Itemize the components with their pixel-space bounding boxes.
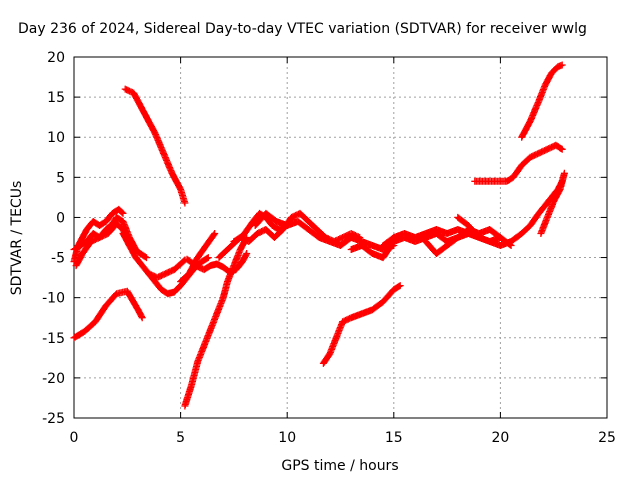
x-tick-label: 25 (598, 430, 616, 446)
data-series-7 (145, 256, 189, 282)
y-tick-label: -15 (42, 331, 65, 347)
x-tick-label: 5 (176, 430, 185, 446)
y-tick-label: -10 (42, 291, 65, 307)
data-series-14 (319, 282, 404, 367)
data-point-markers (251, 209, 398, 253)
y-tick-label: 0 (56, 210, 65, 226)
data-point-markers (537, 169, 568, 237)
y-tick-label: 5 (56, 170, 65, 186)
data-point-markers (518, 61, 566, 141)
chart-title: Day 236 of 2024, Sidereal Day-to-day VTE… (18, 21, 587, 37)
data-point-markers (454, 213, 504, 245)
data-series-13 (251, 209, 398, 253)
y-tick-label: -25 (42, 411, 65, 427)
data-point-markers (70, 287, 146, 342)
y-tick-label: -5 (51, 251, 65, 267)
data-series-20 (518, 61, 566, 141)
data-series-22 (537, 169, 568, 237)
y-tick-label: 15 (47, 90, 65, 106)
data-series (70, 61, 568, 410)
x-tick-label: 20 (491, 430, 509, 446)
x-tick-label: 15 (385, 430, 403, 446)
data-point-markers (145, 256, 189, 282)
y-axis-label: SDTVAR / TECUs (9, 181, 25, 296)
x-tick-label: 0 (70, 430, 79, 446)
y-tick-label: 20 (47, 50, 65, 66)
x-axis-label: GPS time / hours (281, 458, 398, 474)
data-series-18 (454, 213, 504, 245)
plot-frame (73, 56, 608, 419)
data-series-19 (471, 141, 566, 185)
axis-ticks: 0 5 10 15 20 25 -25 -20 -15 -10 -5 0 5 10 15 20 (42, 50, 616, 446)
data-point-markers (181, 234, 251, 410)
y-tick-label: -20 (42, 371, 65, 387)
y-tick-label: 10 (47, 130, 65, 146)
x-tick-label: 10 (278, 430, 296, 446)
data-point-markers (471, 141, 566, 185)
data-series-10 (181, 234, 251, 410)
data-series-2 (121, 85, 189, 207)
data-point-markers (121, 85, 189, 207)
data-series-1 (70, 287, 146, 342)
data-series-9 (177, 230, 219, 286)
data-point-markers (319, 282, 404, 367)
data-point-markers (177, 230, 219, 286)
